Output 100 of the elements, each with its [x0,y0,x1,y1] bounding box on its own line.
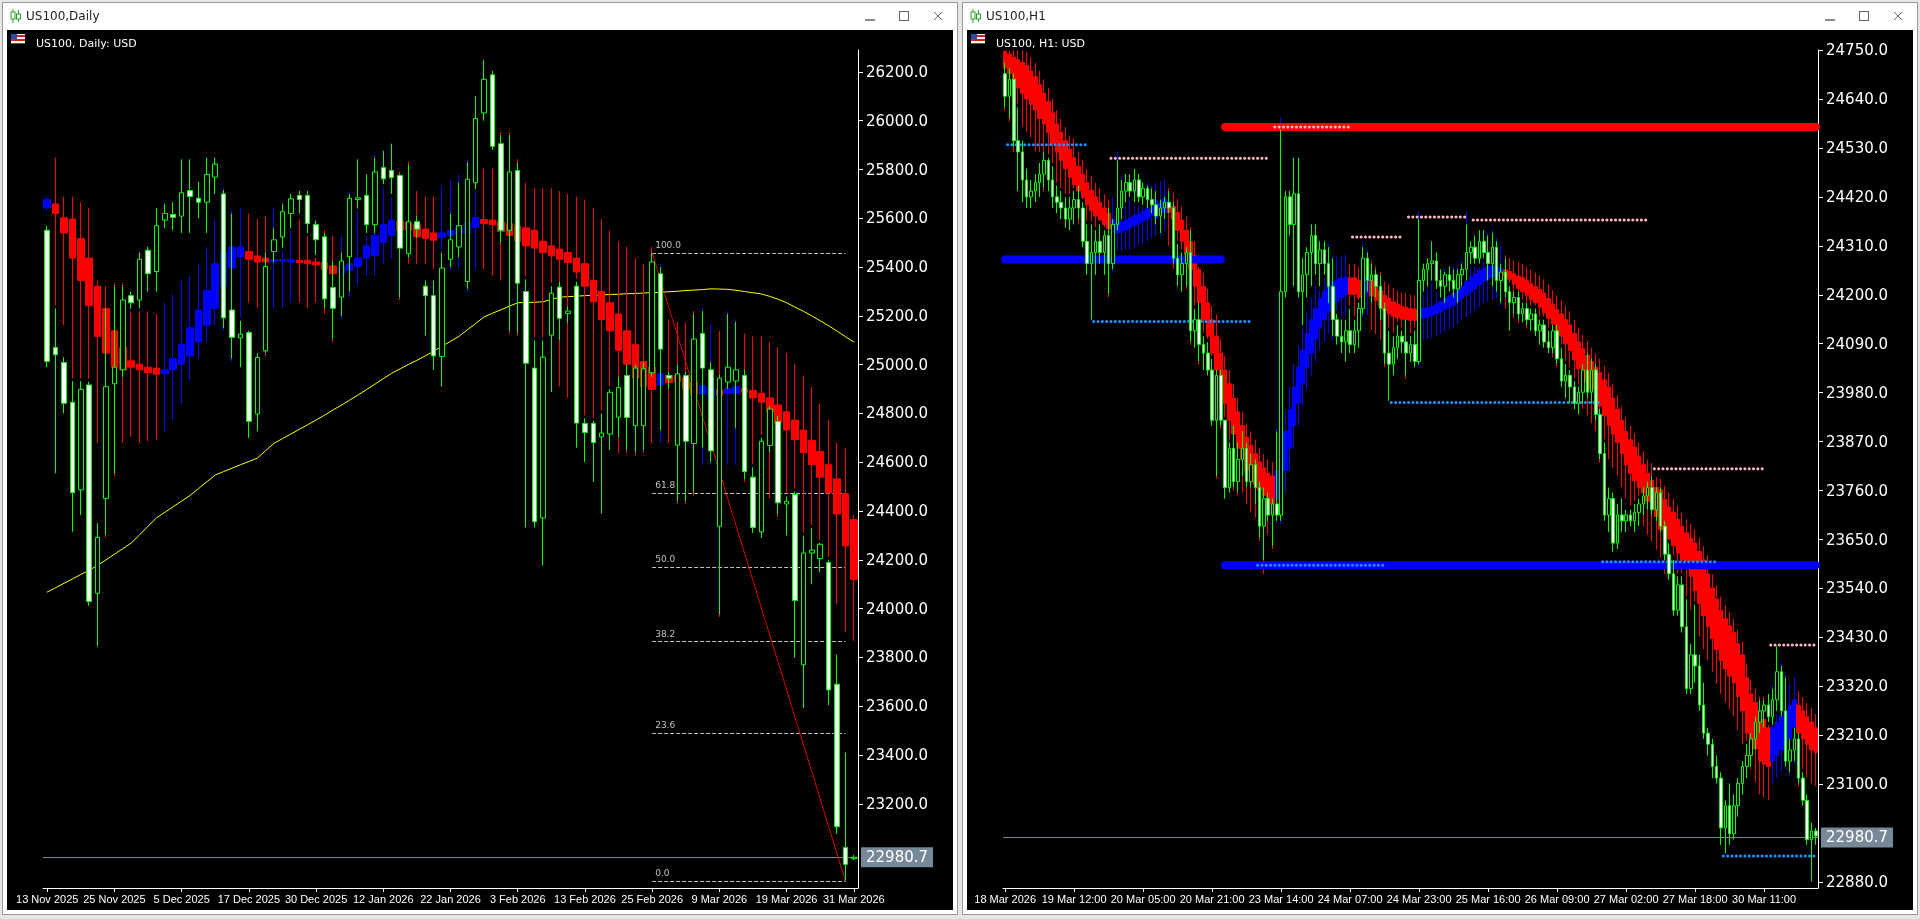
candlestick [1542,319,1546,349]
candlestick [187,158,193,234]
candlestick [843,752,848,882]
y-tick-label: 23800.0 [866,648,929,667]
y-tick-label: 23600.0 [866,697,929,716]
x-tick-label: 25 Nov 2025 [83,892,146,905]
candlestick [1132,204,1137,249]
x-tick-label: 23 Mar 14:00 [1248,892,1314,905]
candlestick [423,280,428,336]
x-tick-label: 26 Mar 09:00 [1524,892,1590,905]
candlestick [439,251,445,388]
candlestick [523,278,529,528]
y-tick-label: 24420.0 [1826,187,1889,206]
x-tick-label: 18 Mar 2026 [974,892,1037,905]
y-tick-label: 25400.0 [866,258,929,277]
y-tick-label: 23200.0 [866,794,929,813]
annotation: 61.8 [655,480,676,491]
candlestick [465,161,470,290]
x-tick-label: 25 Mar 16:00 [1455,892,1521,905]
candlestick [238,320,243,368]
candlestick [431,280,436,371]
y-tick-label: 23870.0 [1826,432,1889,451]
candlestick [792,491,798,658]
candlestick [162,203,168,229]
candlestick [381,150,386,185]
candlestick [86,381,92,607]
x-tick-label: 24 Mar 23:00 [1386,892,1452,905]
y-tick-label: 23210.0 [1826,726,1889,745]
candlestick [61,356,67,414]
y-tick-label: 22880.0 [1826,873,1889,892]
candlestick [826,559,831,706]
candlestick [582,417,588,463]
candlestick [53,307,58,474]
chart-subtitle: US100, Daily: USD [36,37,137,50]
chart-title: US100,Daily [26,9,100,23]
x-tick-label: 3 Feb 2026 [489,892,546,905]
candlestick [112,285,117,474]
candlestick [196,181,201,219]
y-tick-label: 26000.0 [866,111,929,130]
candlestick [70,380,75,533]
y-tick-label: 23320.0 [1826,677,1889,696]
annotation: 38.2 [655,628,676,639]
candlestick [801,534,806,709]
x-tick-label: 30 Mar 11:00 [1732,892,1797,905]
y-tick-label: 23430.0 [1826,628,1889,647]
x-tick-label: 13 Nov 2025 [16,892,79,905]
candlestick [44,225,50,368]
chart-subtitle: US100, H1: USD [996,37,1085,50]
candlestick [767,405,773,454]
candlestick [137,251,142,309]
y-tick-label: 24310.0 [1826,236,1889,255]
candlestick [221,189,226,329]
x-tick-label: 27 Mar 18:00 [1662,892,1728,905]
candlestick [834,654,840,835]
candlestick [490,70,495,151]
y-tick-label: 25600.0 [866,209,929,228]
candlestick [297,190,302,214]
x-tick-label: 13 Feb 2026 [554,892,616,905]
candlestick [364,173,369,234]
candlestick [389,143,394,195]
candlestick [473,95,478,190]
y-tick-label: 24600.0 [866,453,929,472]
candlestick [481,59,487,122]
x-tick-label: 24 Mar 07:00 [1317,892,1383,905]
candlestick [145,246,151,293]
candlestick [229,212,235,360]
x-tick-label: 19 Mar 12:00 [1041,892,1107,905]
candlestick [305,190,310,234]
candlestick [759,437,764,539]
candlestick [397,173,403,298]
y-tick-label: 24400.0 [866,502,929,521]
x-tick-label: 20 Mar 21:00 [1179,892,1245,905]
candlestick [666,371,672,390]
candlestick [515,161,520,334]
candlestick [288,193,294,229]
ref-line-label: 22980.7 [1826,828,1889,847]
candlestick [507,134,512,332]
y-tick-label: 24750.0 [1826,41,1889,59]
x-tick-label: 5 Dec 2025 [153,892,210,905]
y-tick-label: 24530.0 [1826,138,1889,157]
candlestick [616,376,621,439]
candlestick [750,466,756,534]
candlestick [565,305,571,324]
candlestick [809,527,815,585]
annotation: 100.0 [655,240,682,251]
x-tick-label: 12 Jan 2026 [353,892,414,905]
y-tick-label: 24200.0 [866,550,929,569]
candlestick [557,281,562,341]
candlestick [540,339,546,566]
y-tick-label: 25000.0 [866,355,929,374]
candlestick [280,203,285,249]
candlestick [128,291,134,310]
candlestick [1128,173,1132,198]
line-series [46,288,855,593]
annotation: 50.0 [655,554,676,565]
y-tick-label: 23760.0 [1826,481,1889,500]
candlestick [179,158,184,234]
candlestick [1020,49,1025,128]
candlestick [591,420,596,483]
annotation: 23.6 [655,720,676,731]
